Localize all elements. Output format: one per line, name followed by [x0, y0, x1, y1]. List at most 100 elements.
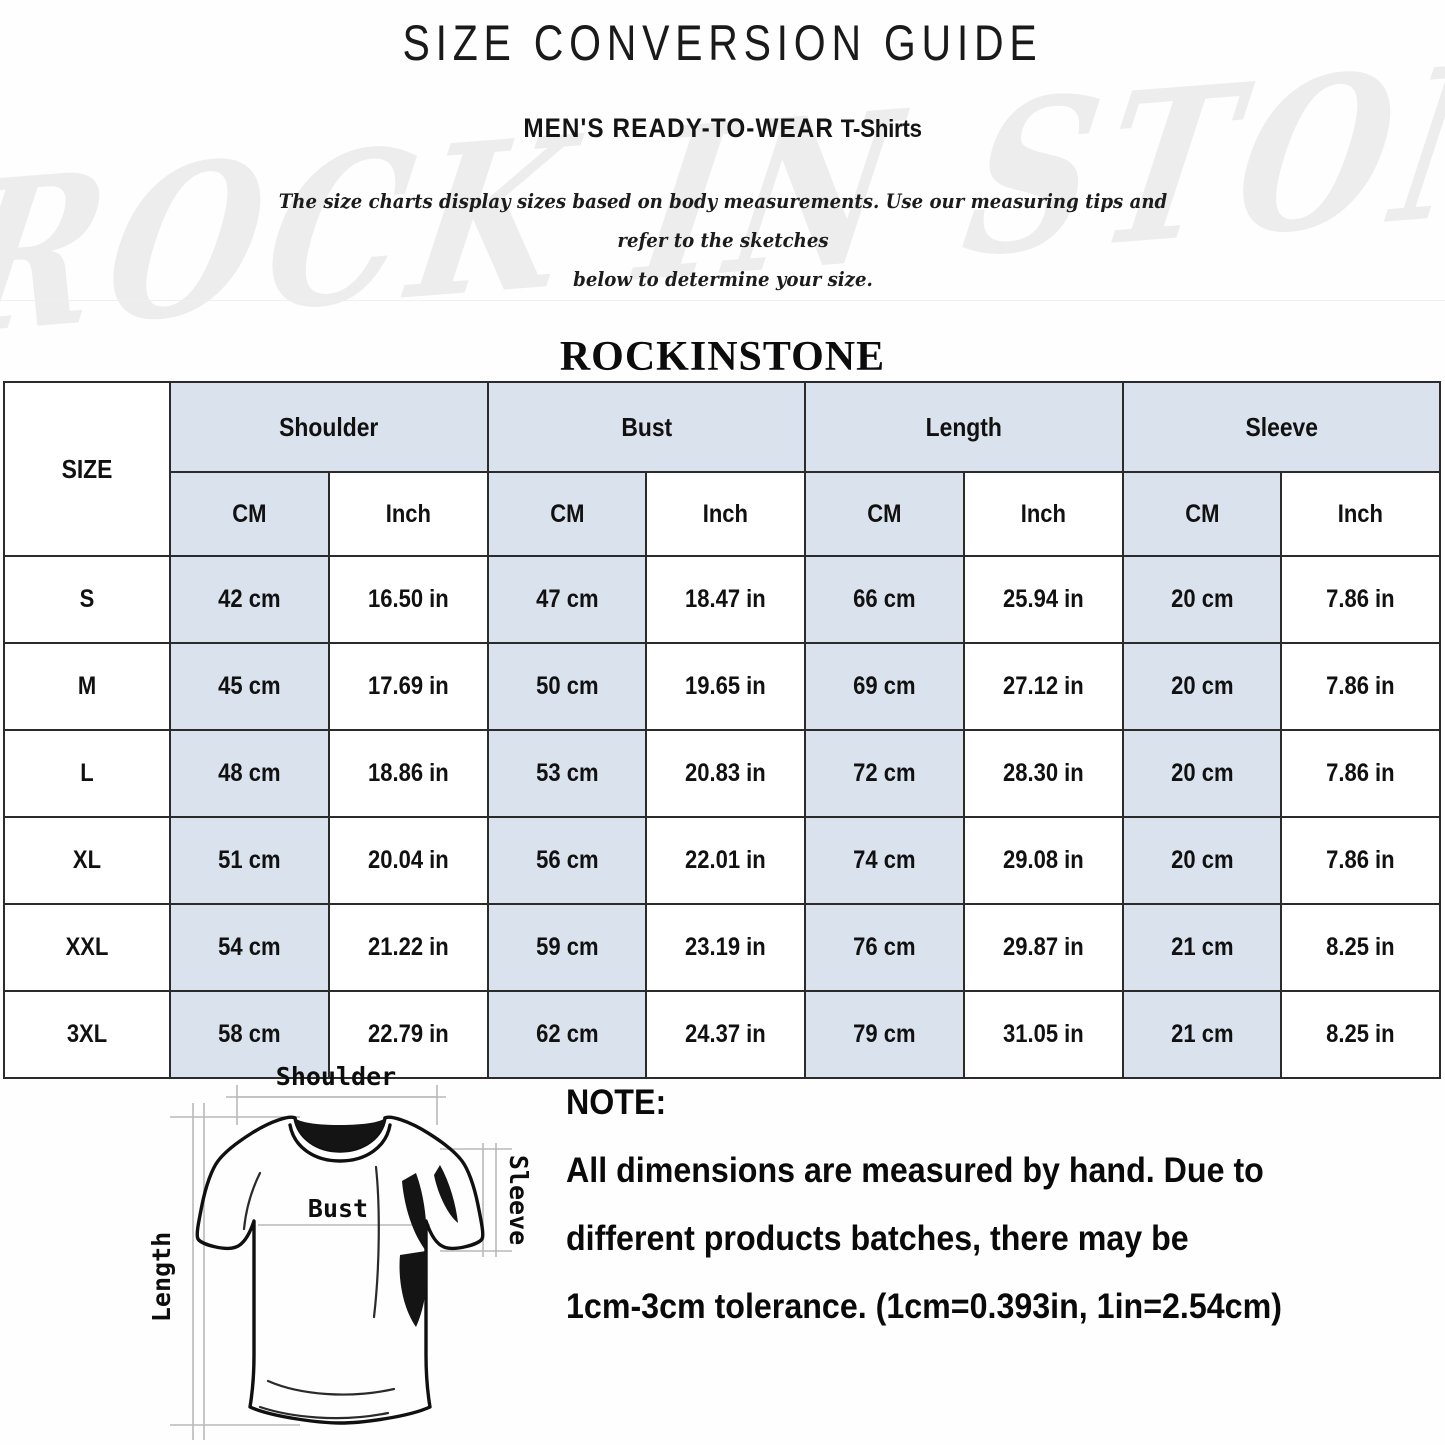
note-line-3: 1cm-3cm tolerance. (1cm=0.393in, 1in=2.5…	[566, 1287, 1282, 1326]
table-row: XL 51 cm 20.04 in 56 cm 22.01 in 74 cm 29.08 i…	[3, 816, 1441, 905]
row-size-label: XL	[3, 816, 171, 905]
note-line-1: All dimensions are measured by hand. Due…	[566, 1151, 1264, 1190]
row-size-label: 3XL	[3, 990, 171, 1079]
table-cell: 21 cm	[1121, 990, 1283, 1079]
table-cell: 42 cm	[169, 555, 330, 644]
table-cell: 72 cm	[804, 729, 965, 818]
table-cell: 18.47 in	[645, 555, 806, 644]
table-row: 3XL 58 cm 22.79 in 62 cm 24.37 in 79 cm 31.05 …	[3, 990, 1441, 1079]
table-cell: 47 cm	[486, 555, 648, 644]
header-group-length: Length	[804, 381, 1124, 473]
header-group-shoulder: Shoulder	[169, 381, 489, 473]
row-size-label: M	[3, 642, 171, 731]
size-table-container: SIZE Shoulder Bust Length Sleeve	[3, 381, 1441, 1079]
table-cell: 7.86 in	[1280, 642, 1441, 731]
page-description: The size charts display sizes based on b…	[258, 144, 1188, 299]
table-cell: 19.65 in	[645, 642, 806, 731]
description-line-2: below to determine your size.	[572, 268, 873, 291]
header-unit-sleeve-cm: CM	[1121, 471, 1283, 557]
table-cell: 22.79 in	[327, 990, 489, 1079]
header-group-sleeve: Sleeve	[1121, 381, 1441, 473]
table-cell: 69 cm	[804, 642, 965, 731]
table-cell: 7.86 in	[1280, 555, 1441, 644]
table-cell: 76 cm	[804, 903, 965, 992]
description-line-1: The size charts display sizes based on b…	[278, 190, 1167, 252]
diagram-label-length: Length	[147, 1232, 176, 1322]
table-cell: 20 cm	[1121, 555, 1283, 644]
table-cell: 66 cm	[804, 555, 965, 644]
table-cell: 25.94 in	[962, 555, 1124, 644]
diagram-label-sleeve: Sleeve	[504, 1155, 533, 1245]
table-cell: 74 cm	[804, 816, 965, 905]
watermark-rule	[0, 300, 1445, 301]
table-cell: 48 cm	[169, 729, 330, 818]
subtitle-product: T-Shirts	[840, 115, 922, 143]
table-row: M 45 cm 17.69 in 50 cm 19.65 in 69 cm 27.12 in…	[3, 642, 1441, 731]
table-cell: 20 cm	[1121, 642, 1283, 731]
size-conversion-table: SIZE Shoulder Bust Length Sleeve	[3, 381, 1441, 1079]
table-row: XXL 54 cm 21.22 in 59 cm 23.19 in 76 cm 29.87 …	[3, 903, 1441, 992]
header-unit-bust-inch: Inch	[645, 471, 806, 557]
table-cell: 21 cm	[1121, 903, 1283, 992]
table-cell: 50 cm	[486, 642, 648, 731]
table-cell: 54 cm	[169, 903, 330, 992]
table-cell: 20 cm	[1121, 816, 1283, 905]
table-cell: 29.08 in	[962, 816, 1124, 905]
header-unit-length-cm: CM	[804, 471, 965, 557]
table-cell: 28.30 in	[962, 729, 1124, 818]
header-unit-length-inch: Inch	[962, 471, 1124, 557]
tshirt-measurement-diagram: Shoulder Bust Sleeve Length	[140, 1055, 540, 1445]
table-cell: 53 cm	[486, 729, 648, 818]
header-size: SIZE	[3, 381, 171, 557]
diagram-label-bust: Bust	[308, 1194, 368, 1223]
table-cell: 7.86 in	[1280, 729, 1441, 818]
page-title: SIZE CONVERSION GUIDE	[402, 15, 1043, 71]
header-block: SIZE CONVERSION GUIDE MEN'S READY-TO-WEA…	[0, 0, 1445, 381]
table-cell: 24.37 in	[645, 990, 806, 1079]
header-unit-shoulder-inch: Inch	[327, 471, 489, 557]
table-cell: 62 cm	[486, 990, 648, 1079]
note-title: NOTE:	[566, 1083, 667, 1122]
table-row: L 48 cm 18.86 in 53 cm 20.83 in 72 cm 28.30 in…	[3, 729, 1441, 818]
bottom-section: Shoulder Bust Sleeve Length NOTE: All di…	[0, 1045, 1445, 1445]
table-cell: 59 cm	[486, 903, 648, 992]
header-unit-shoulder-cm: CM	[169, 471, 330, 557]
table-row: S 42 cm 16.50 in 47 cm 18.47 in 66 cm 25.94 in…	[3, 555, 1441, 644]
table-cell: 51 cm	[169, 816, 330, 905]
subtitle-category: MEN'S READY-TO-WEAR	[523, 113, 835, 143]
table-cell: 20.04 in	[327, 816, 489, 905]
table-cell: 17.69 in	[327, 642, 489, 731]
table-cell: 16.50 in	[327, 555, 489, 644]
table-cell: 29.87 in	[962, 903, 1124, 992]
note-line-2: different products batches, there may be	[566, 1219, 1189, 1258]
brand-name: ROCKINSTONE	[559, 334, 886, 380]
table-cell: 7.86 in	[1280, 816, 1441, 905]
note-block: NOTE: All dimensions are measured by han…	[566, 1083, 1436, 1327]
row-size-label: S	[3, 555, 171, 644]
header-unit-sleeve-inch: Inch	[1280, 471, 1441, 557]
row-size-label: XXL	[3, 903, 171, 992]
header-group-bust: Bust	[486, 381, 806, 473]
table-cell: 18.86 in	[327, 729, 489, 818]
table-cell: 31.05 in	[962, 990, 1124, 1079]
table-cell: 79 cm	[804, 990, 965, 1079]
table-unit-header-row: CM Inch CM Inch CM Inch	[4, 471, 1441, 557]
table-body: SIZE Shoulder Bust Length Sleeve	[3, 381, 1441, 1079]
table-cell: 20.83 in	[645, 729, 806, 818]
table-cell: 21.22 in	[327, 903, 489, 992]
table-cell: 58 cm	[169, 990, 330, 1079]
table-cell: 8.25 in	[1280, 903, 1441, 992]
table-cell: 8.25 in	[1280, 990, 1441, 1079]
table-cell: 20 cm	[1121, 729, 1283, 818]
table-cell: 56 cm	[486, 816, 648, 905]
header-unit-bust-cm: CM	[486, 471, 648, 557]
table-cell: 27.12 in	[962, 642, 1124, 731]
table-cell: 22.01 in	[645, 816, 806, 905]
row-size-label: L	[3, 729, 171, 818]
table-cell: 23.19 in	[645, 903, 806, 992]
table-group-header-row: SIZE Shoulder Bust Length Sleeve	[3, 381, 1441, 557]
table-cell: 45 cm	[169, 642, 330, 731]
page-subtitle: MEN'S READY-TO-WEAR T-Shirts	[72, 72, 1373, 144]
tshirt-sketch-icon: Shoulder Bust Sleeve Length	[147, 1062, 533, 1440]
